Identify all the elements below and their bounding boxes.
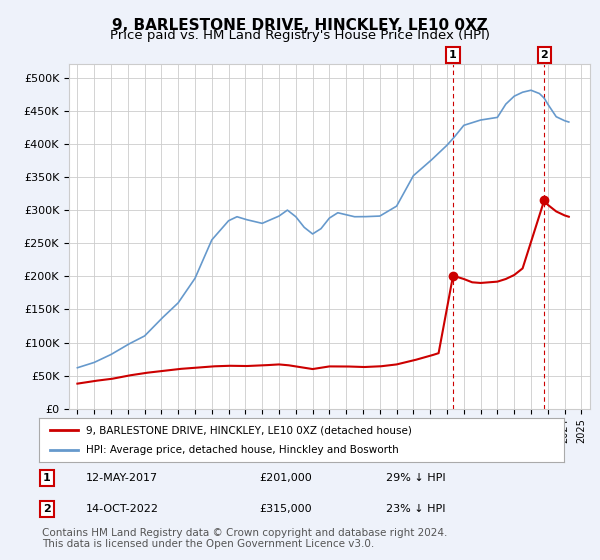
Text: 14-OCT-2022: 14-OCT-2022 xyxy=(86,504,159,514)
Text: £201,000: £201,000 xyxy=(260,473,312,483)
Text: 29% ↓ HPI: 29% ↓ HPI xyxy=(386,473,445,483)
Text: 1: 1 xyxy=(43,473,51,483)
Text: 2: 2 xyxy=(541,50,548,60)
Text: 9, BARLESTONE DRIVE, HINCKLEY, LE10 0XZ (detached house): 9, BARLESTONE DRIVE, HINCKLEY, LE10 0XZ … xyxy=(86,425,412,435)
Text: HPI: Average price, detached house, Hinckley and Bosworth: HPI: Average price, detached house, Hinc… xyxy=(86,445,399,455)
Text: Contains HM Land Registry data © Crown copyright and database right 2024.
This d: Contains HM Land Registry data © Crown c… xyxy=(42,528,448,549)
Text: 1: 1 xyxy=(449,50,457,60)
Text: £315,000: £315,000 xyxy=(260,504,312,514)
Text: 9, BARLESTONE DRIVE, HINCKLEY, LE10 0XZ: 9, BARLESTONE DRIVE, HINCKLEY, LE10 0XZ xyxy=(112,18,488,33)
Text: 2: 2 xyxy=(43,504,51,514)
Text: 12-MAY-2017: 12-MAY-2017 xyxy=(86,473,158,483)
Text: Price paid vs. HM Land Registry's House Price Index (HPI): Price paid vs. HM Land Registry's House … xyxy=(110,29,490,42)
Text: 23% ↓ HPI: 23% ↓ HPI xyxy=(386,504,445,514)
